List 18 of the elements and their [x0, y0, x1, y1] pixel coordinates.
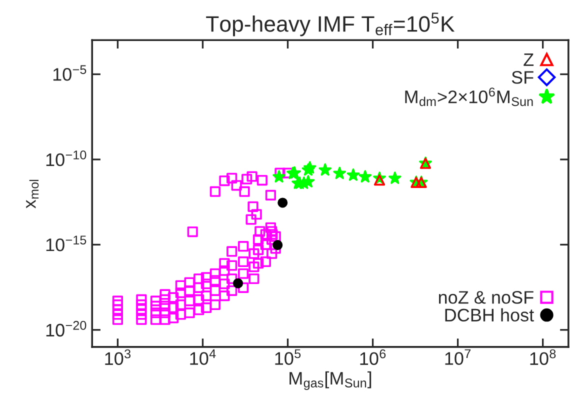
legend-label: DCBH host [445, 308, 534, 322]
x-axis-title: M$_{gas}$[M$_{Sun}$] [290, 371, 372, 390]
legend-label: SF [512, 71, 534, 84]
x-tick-label: 10$^{8}$ [530, 349, 556, 366]
x-tick-label: 10$^{5}$ [275, 349, 301, 365]
y-tick-label: 10$^{−15}$ [46, 236, 86, 252]
y-tick-label: 10$^{−20}$ [46, 320, 86, 337]
y-tick-label: 10$^{−10}$ [46, 150, 86, 166]
y-axis-title: x$_{mol}$ [26, 180, 39, 208]
chart-title: Top-heavy IMF T$_{eff}$=10$^{5}$K [206, 12, 455, 36]
x-tick-label: 10$^{6}$ [360, 349, 386, 366]
x-tick-label: 10$^{3}$ [105, 349, 131, 366]
legend-label: Z [524, 53, 534, 66]
x-tick-label: 10$^{7}$ [445, 349, 471, 365]
legend-label: noZ & noSF [438, 291, 534, 304]
y-tick-label: 10$^{−5}$ [53, 65, 86, 81]
legend-label: M$_{dm}$>2×10$^{6}$M$_{Sun}$ [405, 88, 533, 106]
x-tick-label: 10$^{4}$ [190, 349, 216, 365]
